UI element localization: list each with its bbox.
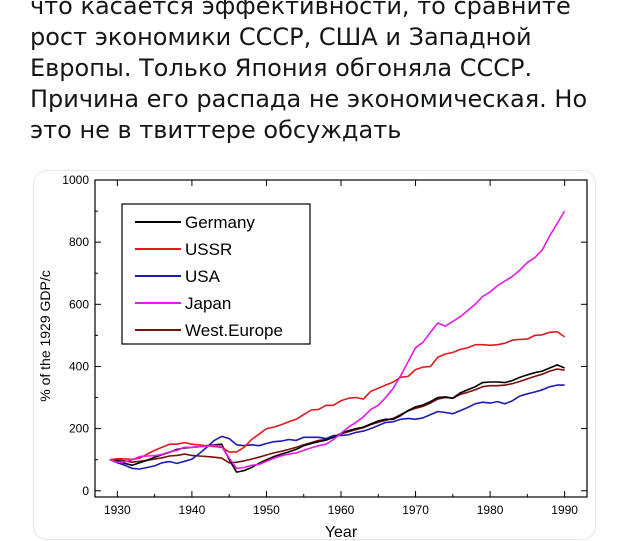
legend-label: Japan bbox=[185, 294, 231, 313]
x-tick-label: 1990 bbox=[551, 503, 578, 517]
y-tick-label: 200 bbox=[69, 422, 89, 436]
legend-box bbox=[121, 203, 311, 345]
x-tick-label: 1930 bbox=[104, 503, 131, 517]
x-tick-label: 1980 bbox=[477, 503, 504, 517]
legend-label: USA bbox=[185, 267, 221, 286]
series-line-japan bbox=[109, 210, 566, 470]
y-tick-label: 400 bbox=[69, 359, 89, 373]
legend-label: Germany bbox=[185, 213, 255, 232]
y-tick-label: 600 bbox=[69, 297, 89, 311]
tweet-text-line: Причина его распада не экономическая. Но bbox=[30, 85, 588, 113]
y-tick-label: 1000 bbox=[62, 173, 89, 187]
x-tick-label: 1960 bbox=[328, 503, 355, 517]
legend-label: West.Europe bbox=[185, 321, 283, 340]
x-tick-label: 1950 bbox=[253, 503, 280, 517]
gdp-line-chart: 1930 1940 1950 1960 1970 1980 1990 0 200 400 600 80… bbox=[37, 173, 588, 540]
series-line-ussr bbox=[109, 330, 566, 461]
y-tick-label: 800 bbox=[69, 235, 89, 249]
tweet-text-line: рост экономики СССР, США и Западной bbox=[30, 23, 532, 51]
y-tick-label: 0 bbox=[82, 484, 89, 498]
tweet-text-line: что касается эффективности, то сравните bbox=[30, 0, 571, 20]
x-axis-label: Year bbox=[325, 524, 358, 540]
y-axis-label: % of the 1929 GDP/c bbox=[37, 270, 53, 402]
tweet-text-line: Европы. Только Япония обгоняла СССР. bbox=[30, 54, 533, 82]
tweet-media-image[interactable]: 1930 1940 1950 1960 1970 1980 1990 0 200 400 600 80… bbox=[33, 170, 596, 540]
tweet-text-line: это не в твиттере обсуждать bbox=[30, 116, 402, 144]
series-line-usa bbox=[109, 384, 565, 470]
legend-label: USSR bbox=[185, 240, 232, 259]
x-tick-label: 1940 bbox=[179, 503, 206, 517]
x-tick-label: 1970 bbox=[402, 503, 429, 517]
tweet-text: что касается эффективности, то сравните … bbox=[30, 0, 610, 146]
